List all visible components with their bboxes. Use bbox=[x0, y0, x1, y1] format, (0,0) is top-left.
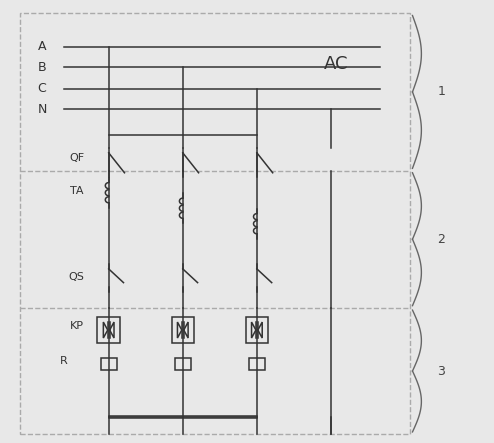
Text: QS: QS bbox=[69, 272, 84, 282]
Text: 1: 1 bbox=[437, 85, 445, 98]
Text: R: R bbox=[60, 356, 68, 366]
Text: A: A bbox=[38, 40, 46, 53]
Text: AC: AC bbox=[324, 55, 348, 73]
Text: QF: QF bbox=[69, 153, 84, 163]
Text: B: B bbox=[38, 61, 46, 74]
Text: KP: KP bbox=[70, 322, 83, 331]
Text: 2: 2 bbox=[437, 233, 445, 246]
Text: 3: 3 bbox=[437, 365, 445, 377]
Text: TA: TA bbox=[70, 187, 83, 196]
Text: C: C bbox=[38, 82, 46, 95]
Text: N: N bbox=[38, 103, 46, 116]
